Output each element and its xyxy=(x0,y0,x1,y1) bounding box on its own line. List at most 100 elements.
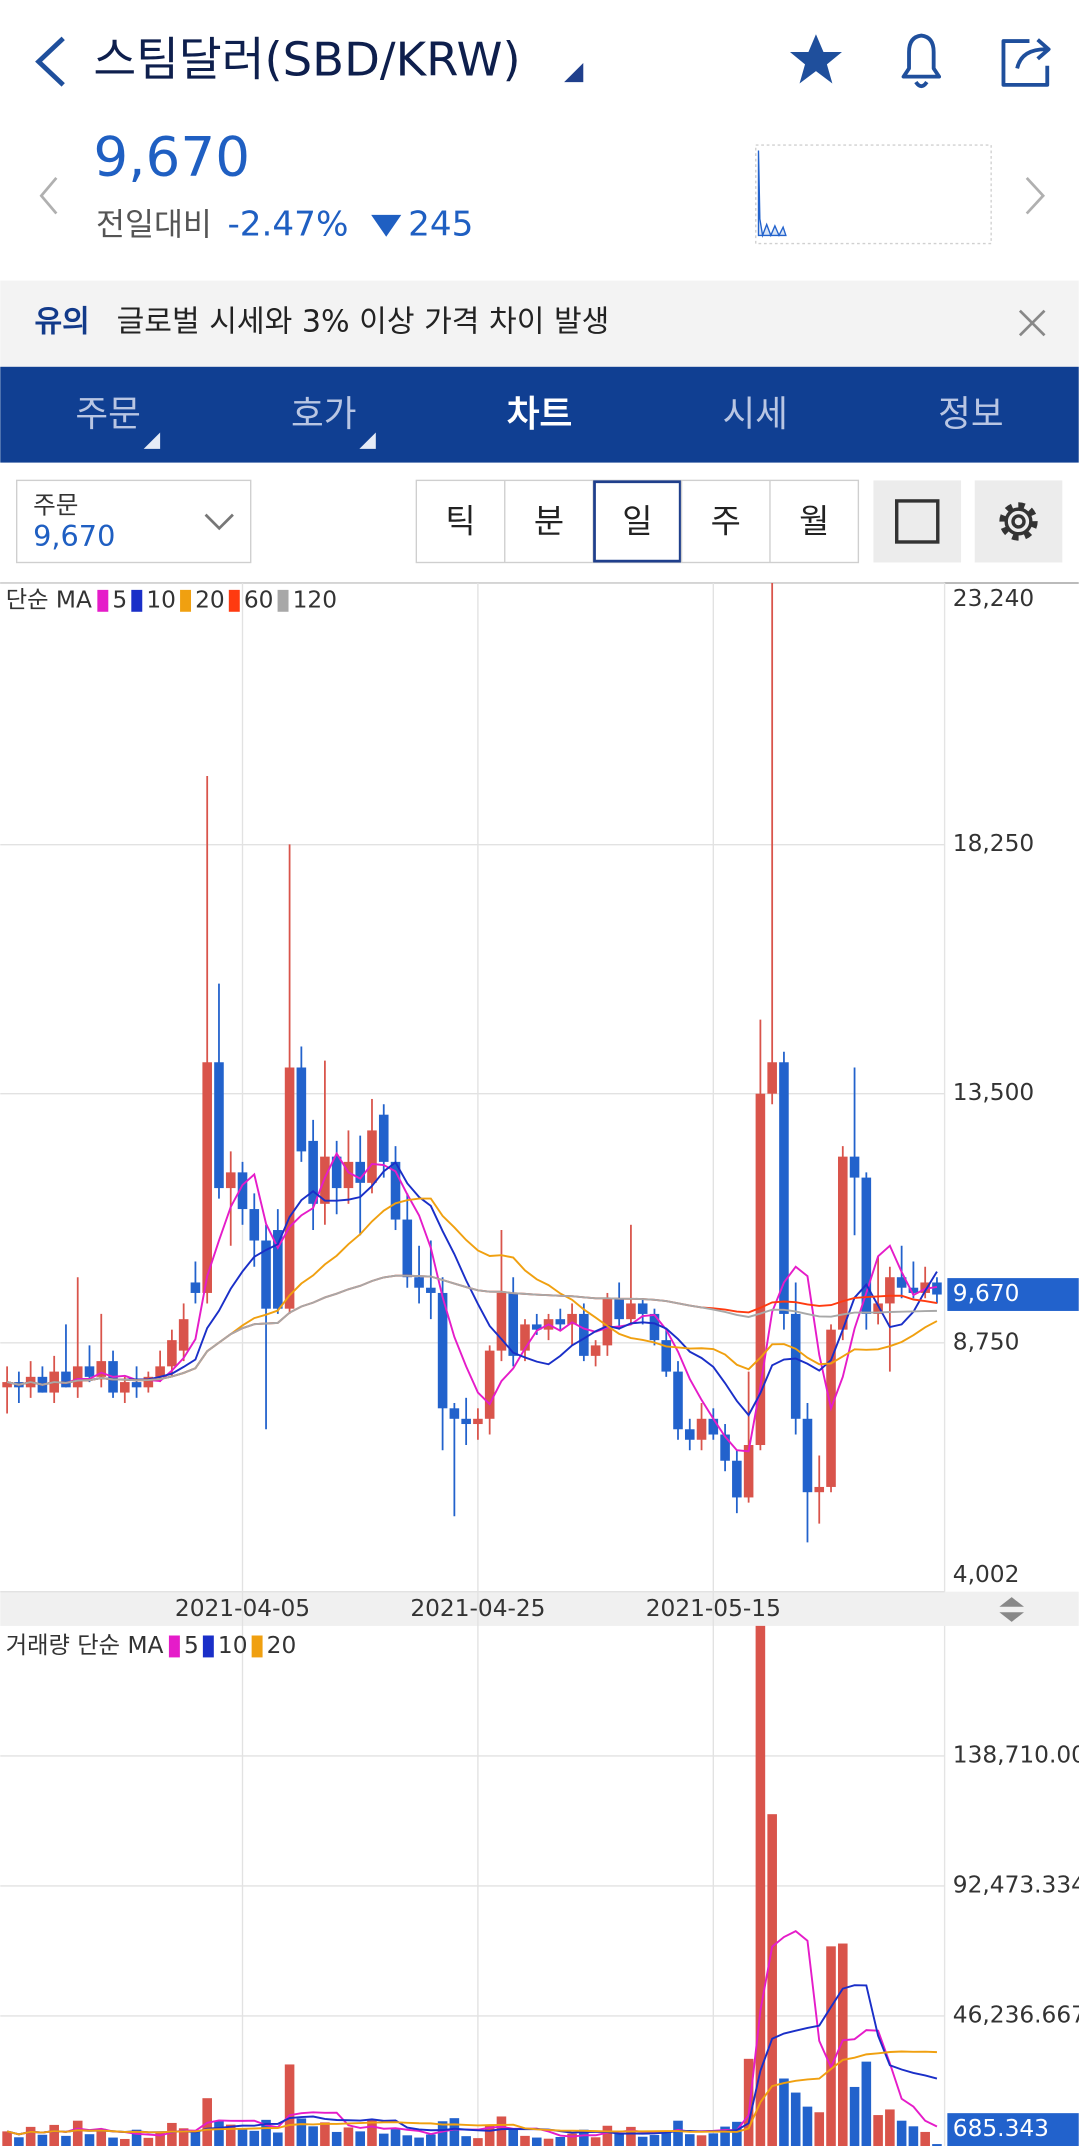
date-axis-band xyxy=(0,1591,1079,1626)
volume-bar xyxy=(84,2134,95,2146)
legend-label: 5 xyxy=(184,1632,199,1659)
prev-coin[interactable] xyxy=(39,177,58,215)
legend-label: 10 xyxy=(146,586,176,613)
candle-body xyxy=(61,1371,71,1388)
candle-body xyxy=(567,1313,577,1325)
candle-body xyxy=(473,1418,483,1425)
volume-bar xyxy=(637,2136,648,2146)
candle-body xyxy=(343,1161,354,1189)
volume-bar xyxy=(14,2137,24,2146)
candle-body xyxy=(284,1067,295,1309)
volume-bar xyxy=(178,2128,189,2146)
volume-bar xyxy=(261,2119,271,2146)
candle-body xyxy=(84,1366,95,1377)
candle-body xyxy=(461,1418,471,1425)
candle-body xyxy=(296,1067,307,1152)
volume-bar xyxy=(37,2134,48,2146)
current-price: 9,670 xyxy=(93,124,250,188)
candle-body xyxy=(626,1303,636,1320)
volume-bar xyxy=(426,2134,436,2146)
volume-bar xyxy=(849,2086,860,2146)
volume-bar xyxy=(484,2124,495,2146)
volume-bar xyxy=(602,2125,613,2146)
legend-swatch xyxy=(251,1635,263,1658)
volume-bar xyxy=(508,2128,519,2146)
period-button[interactable] xyxy=(593,480,682,563)
candle-body xyxy=(214,1062,224,1189)
favorite-icon[interactable] xyxy=(789,34,842,84)
volume-bar xyxy=(225,2124,236,2146)
volume-bar xyxy=(237,2128,248,2146)
legend-label: 60 xyxy=(244,586,274,613)
tab-label: 차트 xyxy=(507,394,572,435)
gear-hole xyxy=(1011,514,1026,529)
candle-body xyxy=(684,1429,695,1440)
volume-bar xyxy=(96,2128,107,2146)
legend-swatch xyxy=(97,589,109,612)
volume-bar xyxy=(131,2129,142,2146)
mini-chart-frame xyxy=(755,144,992,245)
legend-label: 20 xyxy=(267,1632,297,1659)
volume-bar xyxy=(908,2126,919,2146)
volume-bar xyxy=(826,1946,836,2146)
candle-body xyxy=(484,1350,495,1419)
candle-body xyxy=(96,1361,107,1377)
candle-body xyxy=(261,1240,271,1309)
period-label: 분 xyxy=(534,502,564,540)
candle-body xyxy=(2,1382,12,1388)
volume-bar xyxy=(779,2078,789,2146)
candle-body xyxy=(331,1156,342,1189)
candle-body xyxy=(167,1340,177,1367)
period-label: 일 xyxy=(622,502,652,540)
notice-tag: 유의 xyxy=(34,304,89,339)
grid xyxy=(0,582,945,2146)
volume-bar xyxy=(190,2131,201,2146)
tab-label: 정보 xyxy=(938,394,1003,435)
alarm-icon[interactable] xyxy=(901,33,942,89)
candle-body xyxy=(178,1319,189,1351)
tab-label: 주문 xyxy=(75,394,140,435)
period-label: 월 xyxy=(799,502,829,540)
y-tick-label: 138,710.000 xyxy=(953,1741,1079,1768)
legend-swatch xyxy=(277,589,289,612)
volume-bar xyxy=(920,2131,930,2146)
candle-body xyxy=(378,1114,389,1162)
candle-body xyxy=(555,1319,566,1325)
volume-bar xyxy=(696,2135,707,2146)
order-label: 주문 xyxy=(33,490,78,519)
volume-bar xyxy=(531,2137,542,2146)
volume-bar xyxy=(437,2121,448,2146)
candle-body xyxy=(790,1313,801,1419)
tab-menu-mark xyxy=(359,432,376,449)
volume-bar xyxy=(249,2130,260,2146)
candle-body xyxy=(120,1382,130,1393)
fullscreen-button[interactable] xyxy=(873,480,962,563)
volume-bar xyxy=(767,1814,777,2146)
select-chevron xyxy=(204,513,234,531)
volume-bar xyxy=(72,2120,83,2146)
back-button[interactable] xyxy=(35,36,65,87)
candle-body xyxy=(696,1418,707,1440)
gear-body xyxy=(1004,507,1033,536)
candle-body xyxy=(531,1324,542,1330)
next-coin[interactable] xyxy=(1025,176,1046,215)
volume-bar xyxy=(590,2137,601,2146)
resize-up[interactable] xyxy=(999,1597,1024,1607)
volume-bar xyxy=(49,2124,59,2146)
share-icon[interactable] xyxy=(1001,38,1051,87)
candle-body xyxy=(426,1287,436,1293)
candle-body xyxy=(720,1434,730,1461)
candle-body xyxy=(614,1298,624,1320)
volume-bar xyxy=(814,2112,825,2146)
candle-body xyxy=(367,1130,377,1183)
candle-body xyxy=(814,1486,825,1493)
tabs: 주문 호가 차트 시세 정보 xyxy=(75,394,1004,449)
legend-label: 120 xyxy=(293,586,337,613)
resize-down[interactable] xyxy=(999,1612,1024,1622)
candle-body xyxy=(873,1303,883,1314)
notice-text: 글로벌 시세와 3% 이상 가격 차이 발생 xyxy=(117,304,610,339)
period-label: 주 xyxy=(711,502,741,540)
notice-close[interactable] xyxy=(1018,309,1046,337)
y-tick-label: 18,250 xyxy=(953,830,1034,857)
